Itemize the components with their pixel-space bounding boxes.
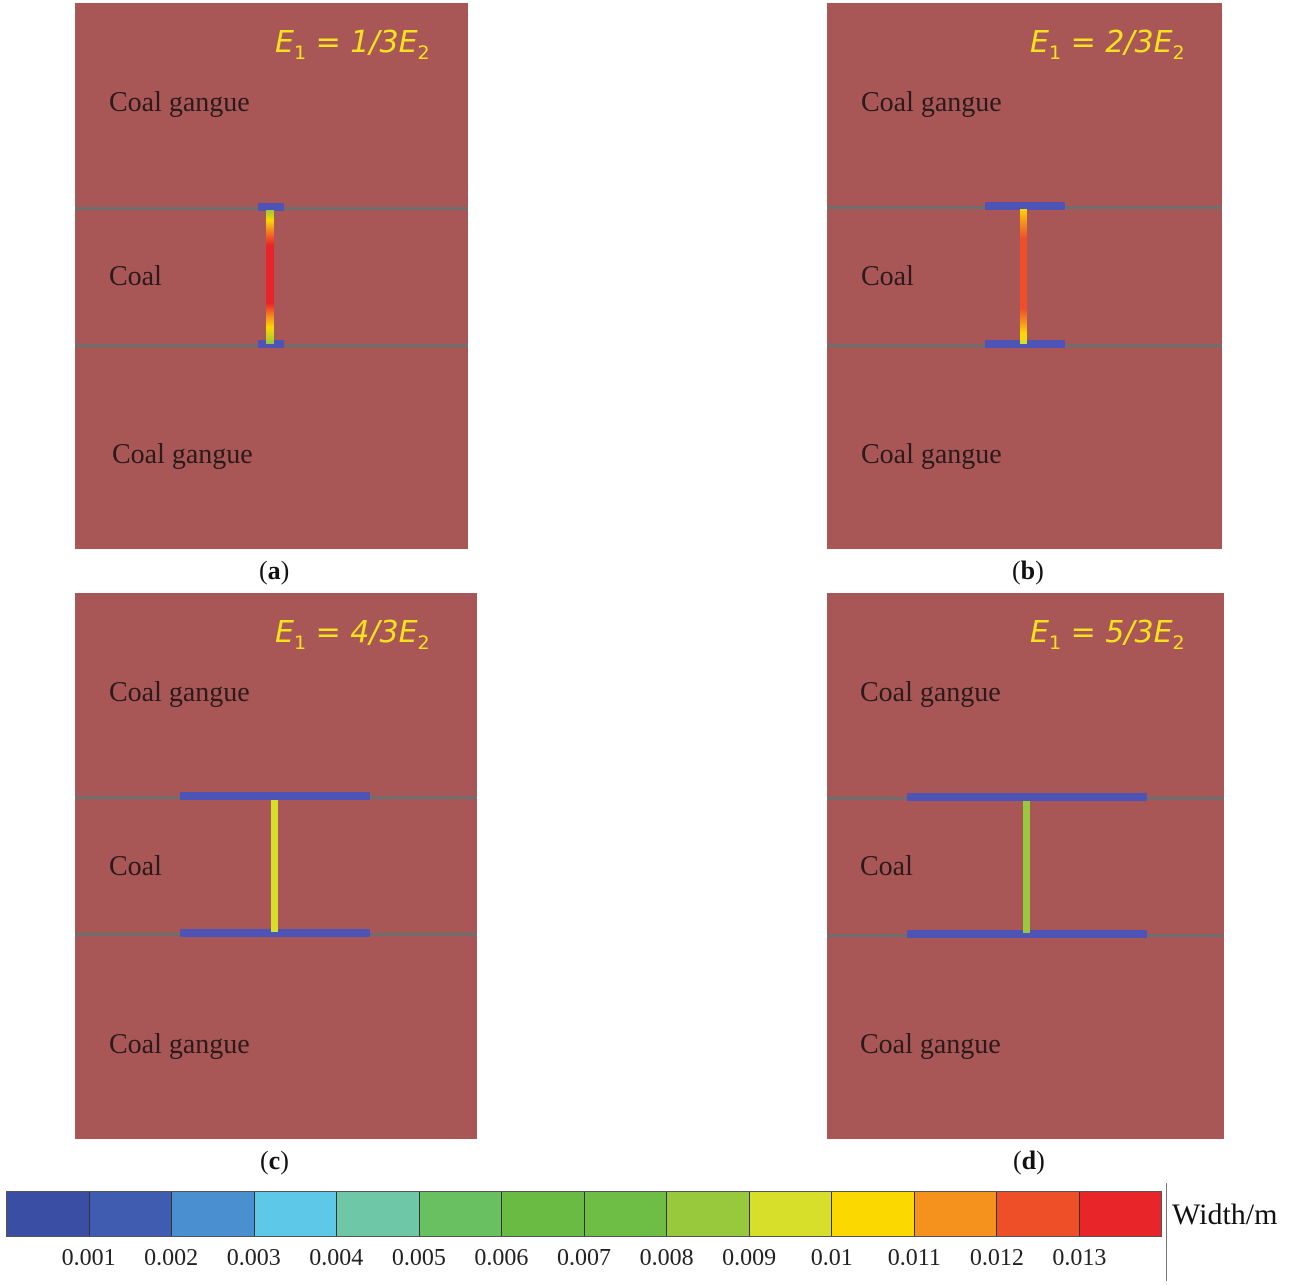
layer-label-middle: Coal [861,261,914,292]
legend-tick-label: 0.013 [1052,1245,1107,1271]
lower-horizontal-fracture [180,929,370,937]
legend-swatch [832,1192,915,1236]
equation-c: E1 = 4/3E2 [275,615,430,654]
caption-d: (d) [1013,1146,1045,1175]
lower-horizontal-fracture [907,930,1147,938]
panel-d: E1 = 5/3E2 Coal gangue Coal Coal gangue [827,593,1224,1139]
equation-b: E1 = 2/3E2 [1030,25,1185,64]
caption-b: (b) [1012,556,1044,585]
legend-tick-label: 0.011 [887,1245,941,1271]
lower-horizontal-fracture [985,340,1065,348]
layer-label-top: Coal gangue [109,677,250,708]
lower-horizontal-fracture [258,340,284,348]
layer-label-top: Coal gangue [109,87,250,118]
color-legend-bar [6,1191,1162,1237]
legend-tick-label: 0.003 [226,1245,281,1271]
legend-tick-label: 0.004 [309,1245,364,1271]
legend-swatch [419,1192,502,1236]
legend-separator [1166,1183,1167,1281]
layer-label-bottom: Coal gangue [860,1029,1001,1060]
legend-swatch [749,1192,832,1236]
legend-swatch [337,1192,420,1236]
legend-tick-label: 0.01 [810,1245,853,1271]
panel-b: E1 = 2/3E2 Coal gangue Coal Coal gangue [827,3,1222,549]
layer-label-bottom: Coal gangue [861,439,1002,470]
legend-tick-label: 0.008 [639,1245,694,1271]
vertical-fracture [266,210,274,344]
layer-label-top: Coal gangue [860,677,1001,708]
equation-d: E1 = 5/3E2 [1030,615,1185,654]
upper-horizontal-fracture [180,792,370,800]
layer-label-middle: Coal [109,261,162,292]
vertical-fracture [1020,209,1027,344]
legend-swatch [7,1192,90,1236]
legend-swatch [89,1192,172,1236]
legend-tick-label: 0.002 [144,1245,199,1271]
upper-horizontal-fracture [985,202,1065,210]
layer-label-middle: Coal [860,851,913,882]
upper-horizontal-fracture [907,793,1147,801]
caption-c: (c) [260,1146,289,1175]
layer-label-top: Coal gangue [861,87,1002,118]
vertical-fracture [1023,801,1030,933]
legend-tick-label: 0.005 [391,1245,446,1271]
legend-swatch [997,1192,1080,1236]
layer-label-middle: Coal [109,851,162,882]
legend-title: Width/m [1172,1198,1278,1231]
panel-a: E1 = 1/3E2 Coal gangue Coal Coal gangue [75,3,468,549]
legend-swatch [254,1192,337,1236]
panel-c: E1 = 4/3E2 Coal gangue Coal Coal gangue [75,593,477,1139]
layer-label-bottom: Coal gangue [112,439,253,470]
layer-label-bottom: Coal gangue [109,1029,250,1060]
legend-swatch [172,1192,255,1236]
legend-swatch [1079,1192,1161,1236]
legend-tick-label: 0.001 [61,1245,116,1271]
legend-swatch [584,1192,667,1236]
caption-a: (a) [259,556,290,585]
legend-swatch [667,1192,750,1236]
legend-swatch [502,1192,585,1236]
upper-horizontal-fracture [258,203,284,211]
legend-swatch [914,1192,997,1236]
legend-tick-label: 0.007 [557,1245,611,1271]
equation-a: E1 = 1/3E2 [275,25,430,64]
vertical-fracture [271,800,278,932]
legend-tick-label: 0.009 [722,1245,777,1271]
legend-tick-label: 0.012 [969,1245,1024,1271]
legend-tick-label: 0.006 [474,1245,529,1271]
